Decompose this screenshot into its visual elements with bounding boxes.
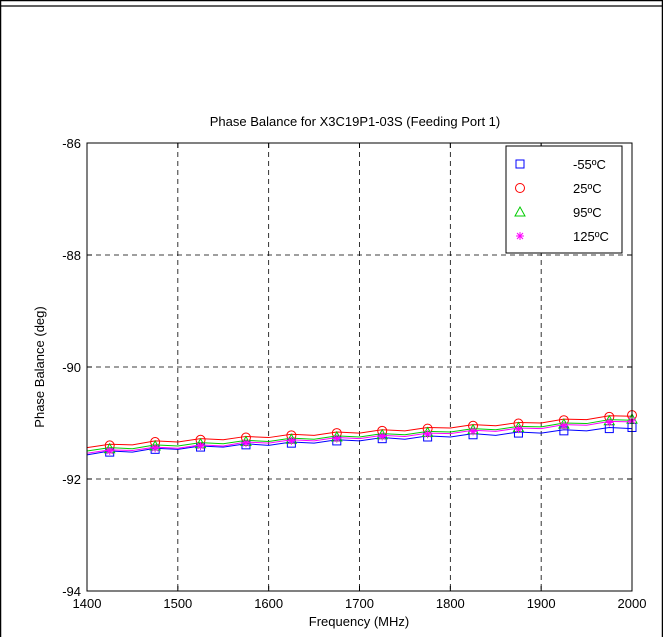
x-tick-label: 1700	[345, 596, 374, 611]
x-axis-label: Frequency (MHz)	[309, 614, 409, 629]
legend: -55ºC 25ºC 95ºC 125ºC	[505, 145, 623, 254]
y-tick-label: -92	[62, 472, 81, 487]
legend-label: 125ºC	[573, 229, 609, 244]
data-point	[605, 418, 614, 427]
series-line	[86, 415, 633, 449]
data-point	[151, 444, 160, 453]
axis-ticks: 1400 1500 1600 1700 1800 1900 2000 -94 -92 -90 -88…	[62, 136, 646, 611]
data-point	[514, 425, 523, 434]
y-tick-label: -86	[62, 136, 81, 151]
data-point	[378, 432, 387, 441]
legend-marker	[515, 183, 525, 193]
legend-label: 95ºC	[573, 205, 602, 220]
series-line	[86, 426, 633, 456]
legend-marker	[516, 232, 524, 240]
grid-lines	[87, 143, 632, 591]
series-line	[86, 419, 633, 452]
data-point	[423, 430, 432, 439]
x-tick-label: 1600	[254, 596, 283, 611]
data-point	[469, 427, 478, 436]
data-point	[332, 434, 341, 443]
data-point	[196, 441, 205, 450]
series-line	[86, 420, 633, 454]
y-tick-label: -90	[62, 360, 81, 375]
data-point	[105, 447, 114, 455]
x-tick-label: 1800	[436, 596, 465, 611]
legend-marker	[515, 159, 525, 169]
x-tick-label: 1500	[163, 596, 192, 611]
data-point	[559, 421, 568, 430]
x-tick-label: 2000	[618, 596, 647, 611]
y-tick-label: -88	[62, 248, 81, 263]
y-tick-label: -94	[62, 584, 81, 599]
legend-marker	[514, 205, 526, 217]
legend-label: 25ºC	[573, 181, 602, 196]
series-3	[86, 416, 636, 455]
y-axis-label: Phase Balance (deg)	[32, 306, 47, 427]
series-layer	[86, 410, 638, 457]
data-point	[287, 436, 296, 445]
legend-label: -55ºC	[573, 157, 606, 172]
x-tick-label: 1400	[73, 596, 102, 611]
data-point	[241, 439, 250, 448]
chart-title: Phase Balance for X3C19P1-03S (Feeding P…	[210, 114, 501, 129]
x-tick-label: 1900	[527, 596, 556, 611]
legend-box	[505, 145, 623, 254]
